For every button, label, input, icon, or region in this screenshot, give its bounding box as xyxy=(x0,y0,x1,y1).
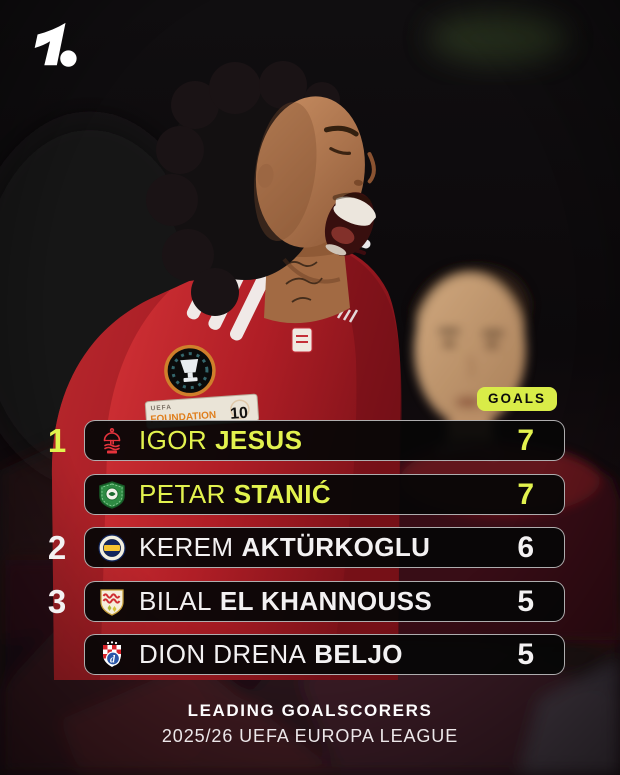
table-row: 2 KEREM AKTÜRKOGLU 6 xyxy=(0,527,620,568)
fenerbahce-badge xyxy=(98,533,126,562)
onefootball-logo-icon xyxy=(34,22,77,67)
table-row: 3 BILAL EL KHANNOUSS 5 xyxy=(0,581,620,622)
dinamo-zagreb-badge: d xyxy=(98,640,126,669)
player-pill: KEREM AKTÜRKOGLU 6 xyxy=(84,527,565,568)
goals-value: 7 xyxy=(517,477,534,511)
stuttgart-badge xyxy=(98,588,126,616)
goals-value: 6 xyxy=(517,530,534,564)
table-row: 1 IGOR JESUS 7 xyxy=(0,420,620,461)
goals-value: 7 xyxy=(517,423,534,457)
player-pill: IGOR JESUS 7 xyxy=(84,420,565,461)
footer-subtitle: 2025/26 UEFA EUROPA LEAGUE xyxy=(161,726,459,746)
svg-text:d: d xyxy=(110,654,116,665)
player-name: PETAR STANIĆ xyxy=(139,479,332,509)
ludogorets-badge xyxy=(98,480,126,509)
rank-label: 2 xyxy=(47,529,67,566)
player-name: DION DRENA BELJO xyxy=(139,639,403,669)
goals-value: 5 xyxy=(517,637,534,671)
player-name: BILAL EL KHANNOUSS xyxy=(139,586,433,616)
goals-value: 5 xyxy=(517,584,534,618)
player-name: IGOR JESUS xyxy=(139,425,303,455)
nottingham-forest-badge xyxy=(98,427,126,455)
player-name: KEREM AKTÜRKOGLU xyxy=(139,532,431,562)
player-pill: PETAR STANIĆ 7 xyxy=(84,474,565,515)
footer: LEADING GOALSCORERS 2025/26 UEFA EUROPA … xyxy=(0,701,620,747)
onefootball-logo xyxy=(26,20,80,68)
player-pill: d DION DRENA BELJO 5 xyxy=(84,634,565,675)
goals-column-header: GOALS xyxy=(476,387,557,411)
player-pill: BILAL EL KHANNOUSS 5 xyxy=(84,581,565,622)
rank-label: 1 xyxy=(47,422,67,459)
table-row: PETAR STANIĆ 7 xyxy=(0,474,620,515)
table-row: d DION DRENA BELJO 5 xyxy=(0,634,620,675)
rank-label xyxy=(28,634,86,675)
rank-label xyxy=(28,474,86,515)
rank-label: 3 xyxy=(47,583,67,620)
footer-title: LEADING GOALSCORERS xyxy=(187,701,433,720)
